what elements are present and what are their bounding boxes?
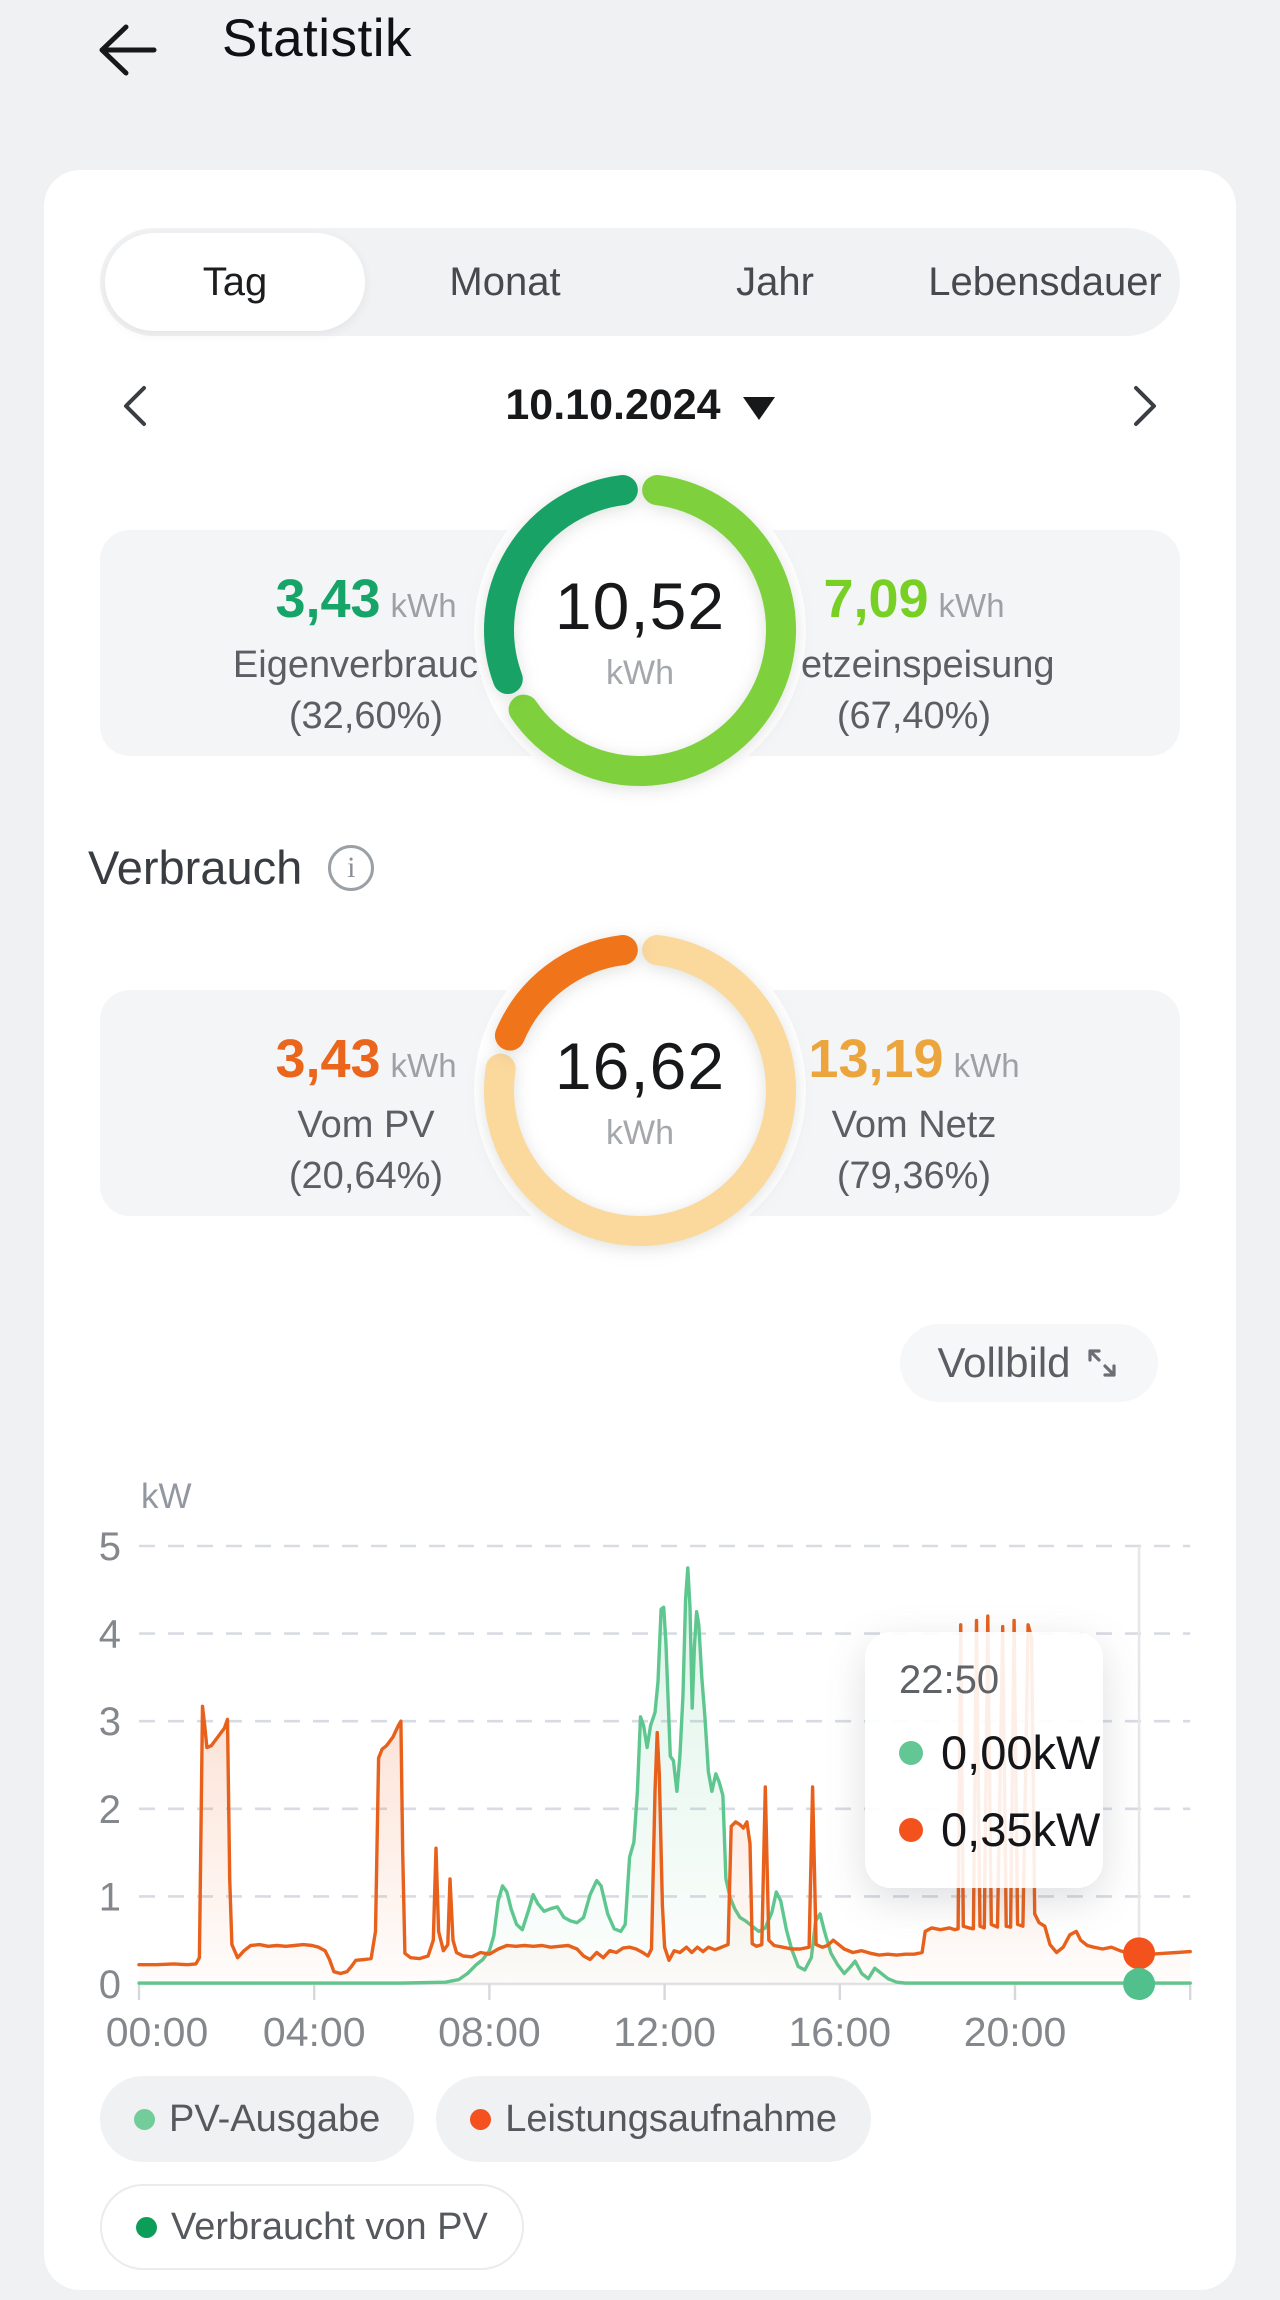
chart-tooltip: 22:50 0,00kW 0,35kW [865,1632,1103,1888]
tab-monat[interactable]: Monat [449,259,561,304]
verbraucht-von-pv-label: Verbraucht von PV [171,2205,488,2248]
self-consumption-label: Eigenverbrauch [232,644,500,686]
date-navigation: 10.10.2024 [100,376,1180,434]
from-pv-value: 3,43 [275,1029,381,1089]
svg-text:5: 5 [99,1525,121,1569]
verbraucht-von-pv-dot-icon [136,2216,157,2238]
grid-feed-percent: (67,40%) [836,695,992,737]
from-grid-label: Vom Netz [831,1104,997,1146]
self-consumption-stat: 3,43 kWh Eigenverbrauch (32,60%) [166,530,566,756]
legend-chip-leistungsaufnahme[interactable]: Leistungsaufnahme [436,2076,871,2162]
grid-feed-stat: 7,09 kWh Netzeinspeisung (67,40%) [714,530,1114,756]
svg-text:2: 2 [99,1788,121,1832]
back-arrow-icon [99,24,157,76]
svg-text:04:00: 04:00 [263,2009,366,2055]
current-date: 10.10.2024 [505,380,721,429]
self-consumption-unit: kWh [390,587,457,624]
consumption-heading: Verbrauch [88,841,303,894]
grid-feed-label: Netzeinspeisung [773,644,1055,686]
period-tabbar: Tag Monat Jahr Lebensdauer [100,228,1180,336]
previous-day-button[interactable] [114,382,158,430]
app-header: Statistik [0,0,1280,110]
self-consumption-value: 3,43 [275,569,381,629]
from-pv-percent: (20,64%) [288,1155,444,1197]
grid-feed-unit: kWh [938,587,1005,624]
from-pv-stat: 3,43 kWh Vom PV (20,64%) [166,990,566,1216]
tooltip-time: 22:50 [899,1658,1000,1702]
tooltip-pv-row: 0,00kW [899,1725,1103,1780]
pv-series-dot [899,1740,923,1765]
info-icon[interactable]: i [328,844,375,891]
from-grid-unit: kWh [953,1047,1020,1084]
consumption-donut-chart [474,924,806,1256]
svg-text:0: 0 [99,1963,121,2007]
svg-text:00:00: 00:00 [106,2009,209,2055]
svg-text:16:00: 16:00 [788,2009,891,2055]
grid-feed-value: 7,09 [823,569,929,629]
chevron-right-icon [1134,386,1156,426]
leistungsaufnahme-label: Leistungsaufnahme [505,2097,837,2140]
svg-text:4: 4 [99,1613,121,1657]
tab-lebensdauer[interactable]: Lebensdauer [928,259,1162,304]
load-series-dot [899,1817,923,1842]
from-pv-unit: kWh [390,1047,457,1084]
production-donut-chart [474,464,806,796]
tooltip-load-row: 0,35kW [899,1802,1103,1857]
next-day-button[interactable] [1122,382,1166,430]
self-consumption-percent: (32,60%) [288,695,444,737]
chart-legend: PV-Ausgabe Leistungsaufnahme Verbraucht … [100,2076,1160,2292]
legend-chip-verbraucht-von-pv[interactable]: Verbraucht von PV [100,2184,524,2270]
tooltip-load-value: 0,35kW [941,1803,1101,1856]
pv-ausgabe-label: PV-Ausgabe [169,2097,381,2140]
expand-icon [1087,1349,1116,1377]
pv-ausgabe-dot-icon [134,2108,155,2130]
tab-jahr[interactable]: Jahr [736,259,814,304]
svg-text:3: 3 [99,1700,121,1744]
page-title: Statistik [222,9,413,68]
power-chart-canvas: kW 0 1 2 3 4 5 00:00 04:00 08:00 12:00 16:00 20:00 [99,1477,1192,2055]
svg-text:08:00: 08:00 [438,2009,541,2055]
svg-text:20:00: 20:00 [964,2009,1067,2055]
leistungsaufnahme-dot-icon [470,2108,492,2130]
date-dropdown-icon [742,396,775,420]
consumption-section-header: Verbrauch i [88,840,375,895]
svg-text:1: 1 [99,1875,121,1919]
back-button[interactable] [90,14,162,86]
tab-tag[interactable]: Tag [105,233,365,331]
date-picker[interactable]: 10.10.2024 [100,376,1180,434]
from-grid-stat: 13,19 kWh Vom Netz (79,36%) [714,990,1114,1216]
from-grid-percent: (79,36%) [836,1155,992,1197]
legend-chip-pv-ausgabe[interactable]: PV-Ausgabe [100,2076,415,2162]
from-pv-label: Vom PV [297,1104,435,1146]
from-grid-value: 13,19 [808,1029,944,1089]
fullscreen-button[interactable]: Vollbild [900,1324,1158,1402]
power-chart[interactable]: kW 0 1 2 3 4 5 00:00 04:00 08:00 12:00 16:00 20:00 [44,1430,1236,2090]
svg-text:12:00: 12:00 [613,2009,716,2055]
tooltip-pv-value: 0,00kW [941,1726,1101,1779]
svg-text:kW: kW [141,1477,192,1516]
fullscreen-label: Vollbild [937,1339,1071,1386]
chevron-left-icon [124,386,146,426]
